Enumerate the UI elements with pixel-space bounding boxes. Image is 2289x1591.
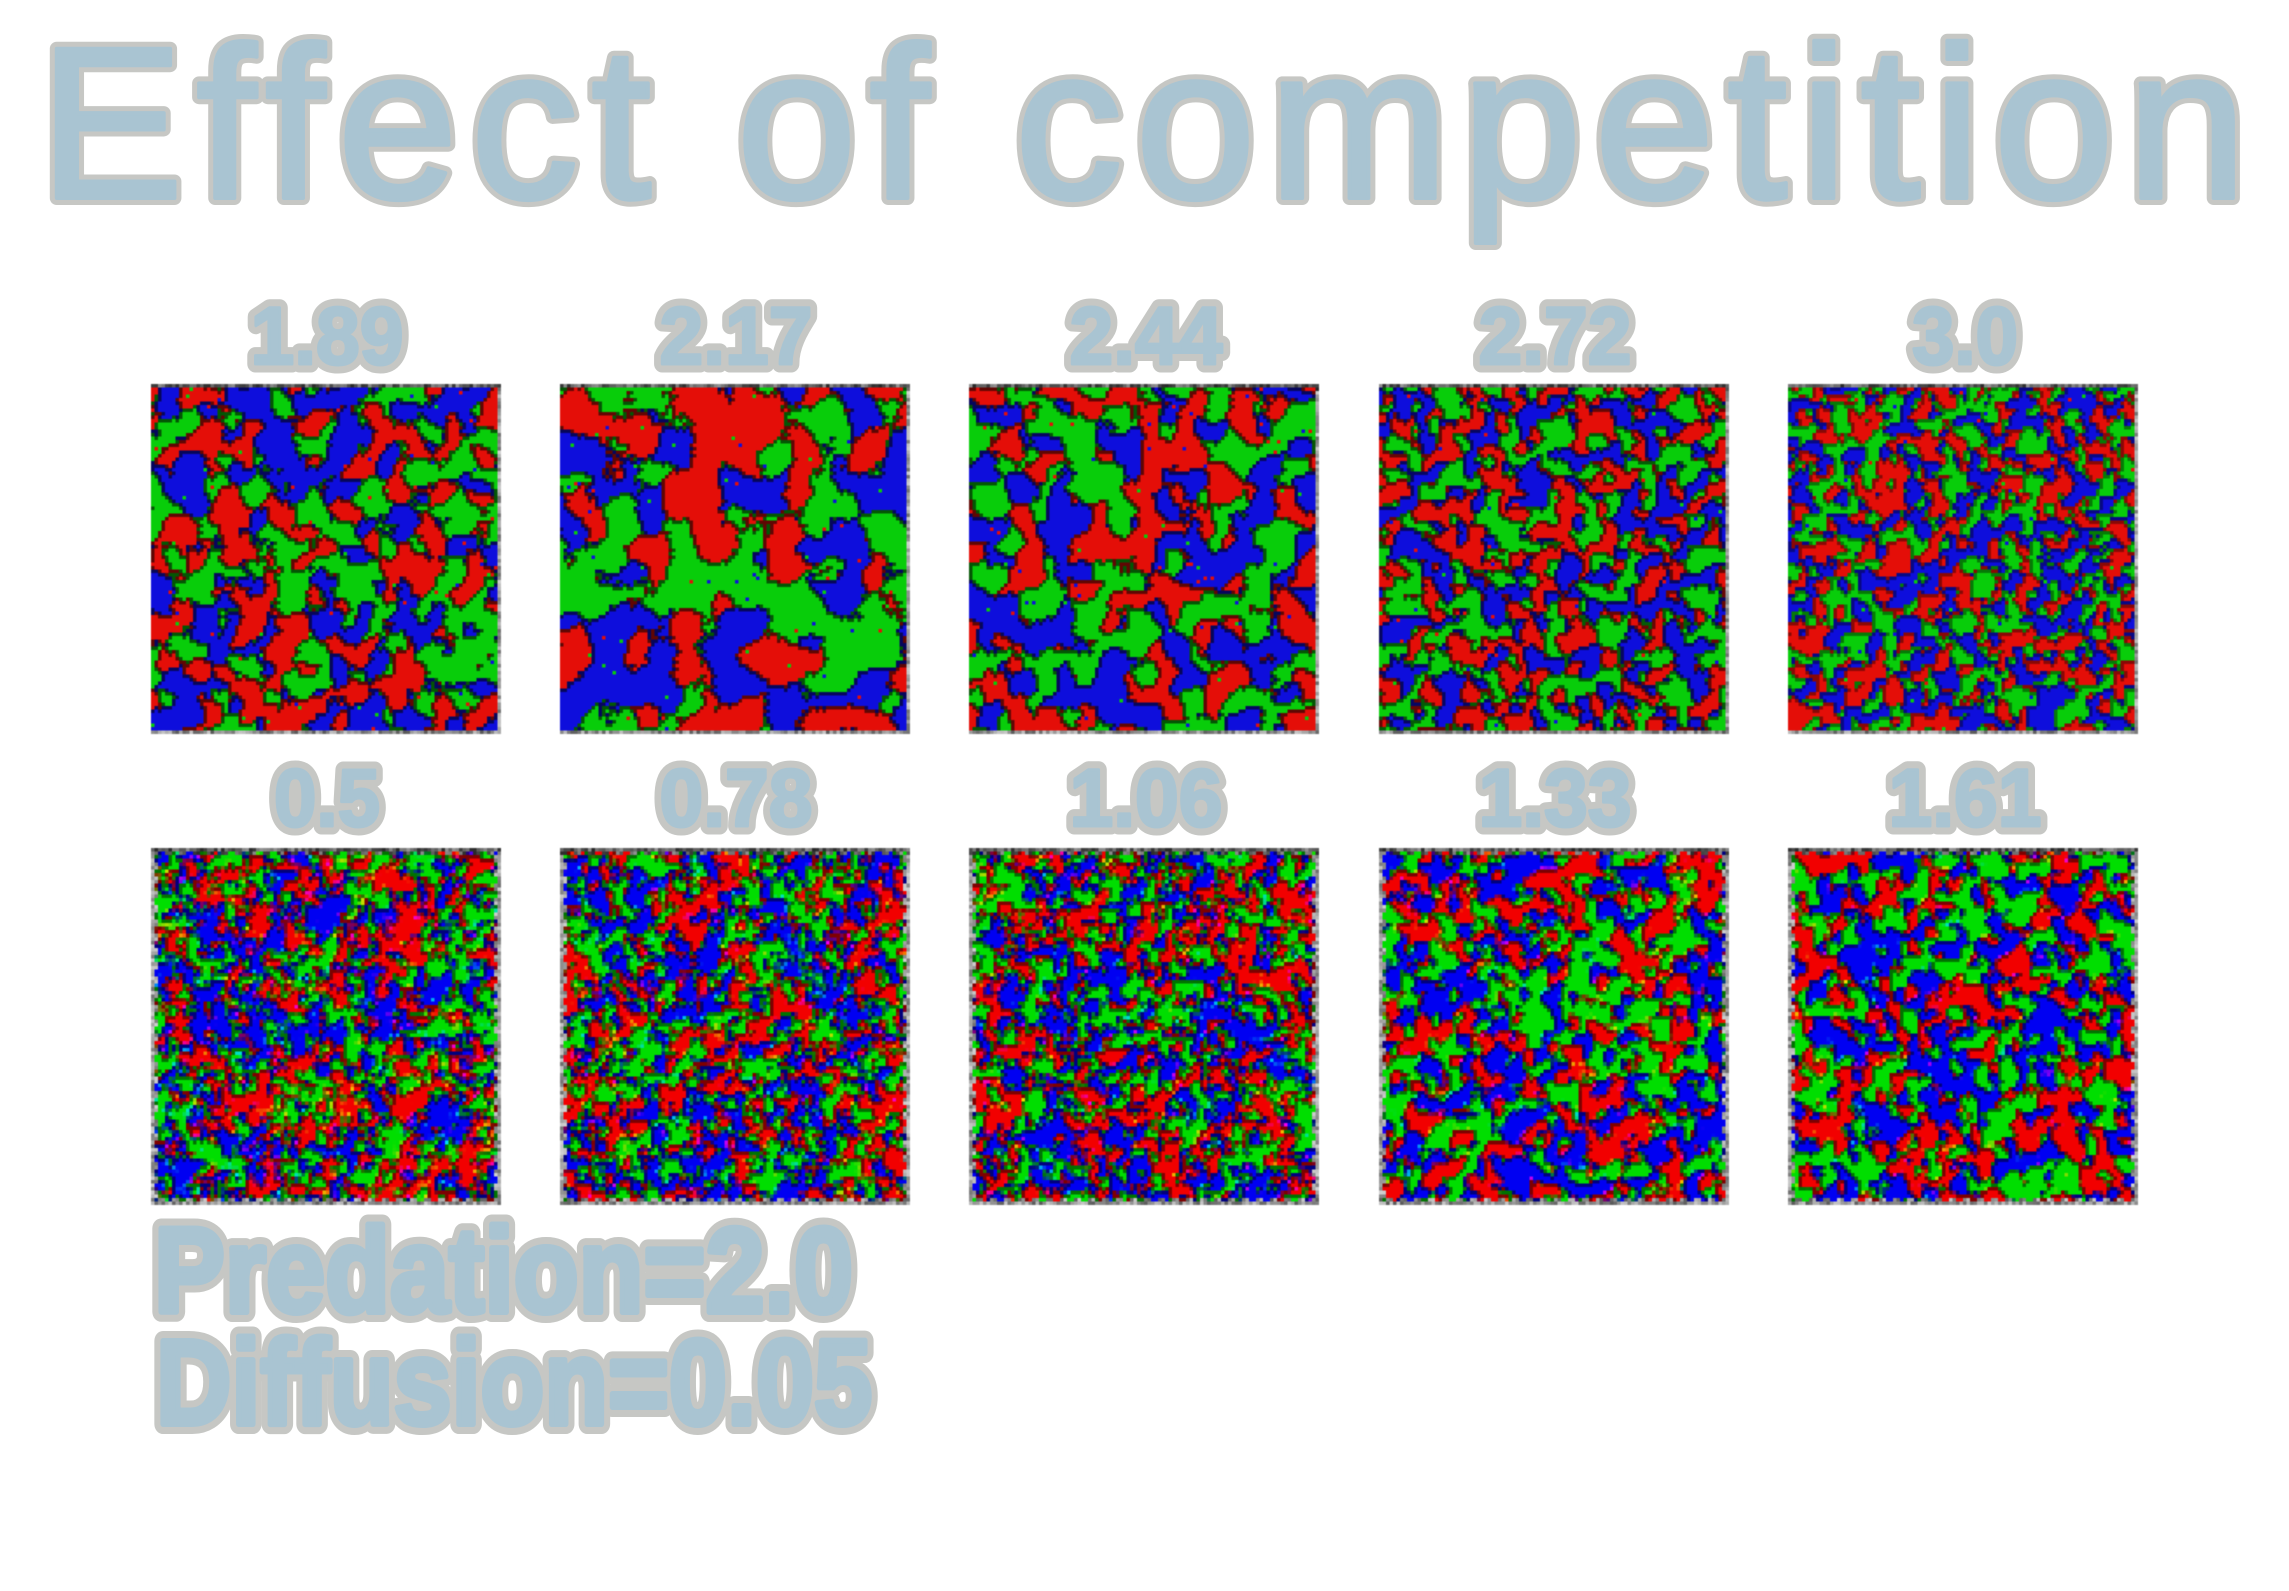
svg-text:1.61: 1.61	[1889, 753, 2042, 844]
svg-text:Effect of competition: Effect of competition	[39, 2, 2247, 244]
svg-text:Diffusion=0.05: Diffusion=0.05	[156, 1314, 872, 1450]
svg-text:Predation=2.0: Predation=2.0	[154, 1202, 853, 1338]
svg-text:1.61: 1.61	[1889, 753, 2042, 844]
svg-text:1.33: 1.33	[1479, 753, 1632, 844]
svg-text:3.0: 3.0	[1912, 291, 2018, 382]
svg-text:1.89: 1.89	[251, 291, 404, 382]
svg-text:2.44: 2.44	[1070, 291, 1223, 382]
svg-text:2.72: 2.72	[1479, 291, 1632, 382]
svg-text:1.06: 1.06	[1070, 753, 1223, 844]
svg-text:0.5: 0.5	[274, 753, 380, 844]
svg-text:2.17: 2.17	[660, 291, 813, 382]
svg-text:Predation=2.0: Predation=2.0	[154, 1202, 853, 1338]
svg-text:0.78: 0.78	[660, 753, 813, 844]
svg-text:2.72: 2.72	[1479, 291, 1632, 382]
svg-text:1.06: 1.06	[1070, 753, 1223, 844]
svg-text:0.5: 0.5	[274, 753, 380, 844]
svg-text:Diffusion=0.05: Diffusion=0.05	[156, 1314, 872, 1450]
svg-text:1.89: 1.89	[251, 291, 404, 382]
svg-text:3.0: 3.0	[1912, 291, 2018, 382]
svg-text:1.33: 1.33	[1479, 753, 1632, 844]
svg-text:Effect of competition: Effect of competition	[39, 2, 2247, 244]
svg-text:2.17: 2.17	[660, 291, 813, 382]
svg-text:0.78: 0.78	[660, 753, 813, 844]
svg-text:2.44: 2.44	[1070, 291, 1223, 382]
